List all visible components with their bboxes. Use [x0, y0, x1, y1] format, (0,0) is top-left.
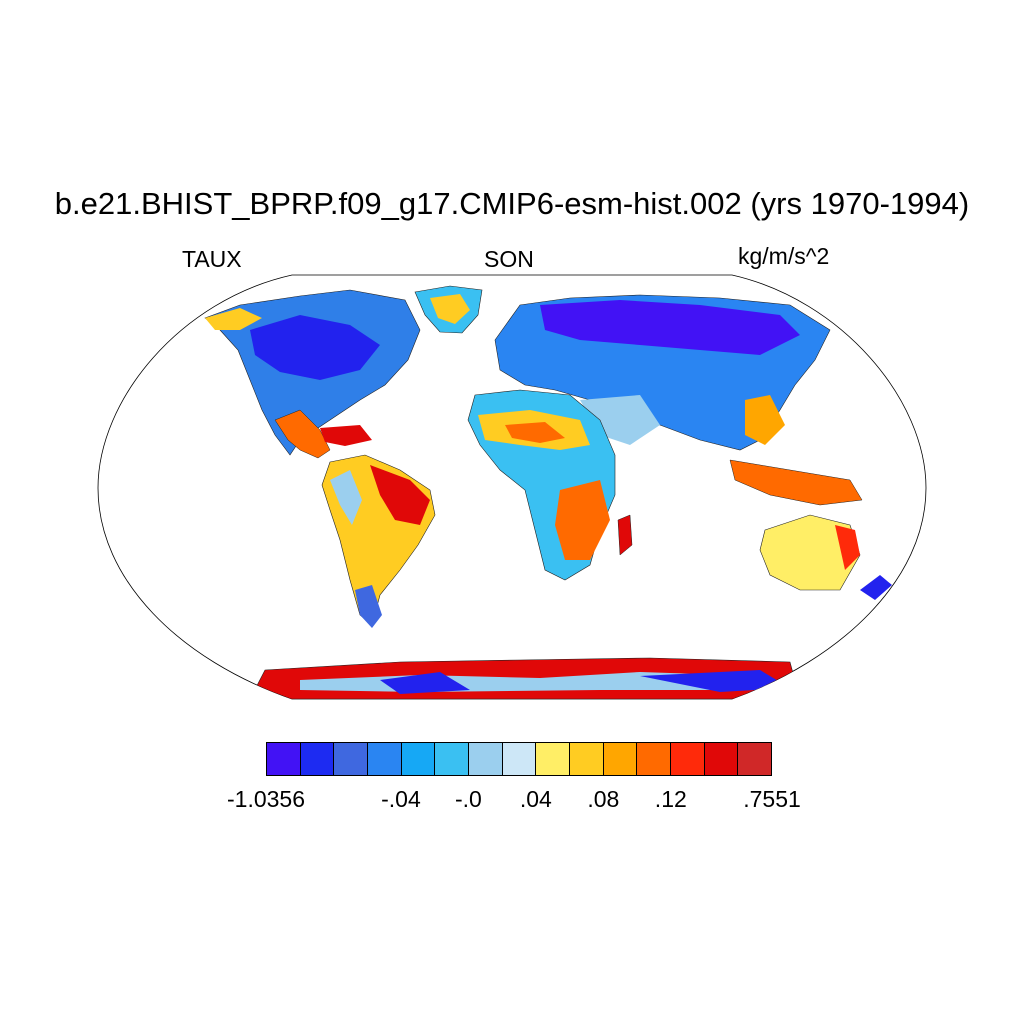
plot-title: b.e21.BHIST_BPRP.f09_g17.CMIP6-esm-hist.…	[54, 186, 970, 221]
australia-landmass	[759, 514, 861, 591]
andes-blue	[330, 470, 362, 525]
colorbar-box	[535, 742, 571, 776]
caribbean-islands	[320, 425, 372, 446]
colorbar-box	[703, 742, 739, 776]
sahel-core	[505, 422, 565, 443]
colorbar-box	[434, 742, 470, 776]
colorbar-tick-label: .12	[654, 786, 687, 812]
colorbar-box	[333, 742, 369, 776]
new-zealand-landmass	[860, 575, 892, 600]
colorbar-box	[636, 742, 672, 776]
variable-label: TAUX	[182, 246, 242, 272]
colorbar-box	[400, 742, 436, 776]
colorbar-tick-label: .04	[519, 786, 552, 812]
east-asia-coast	[745, 395, 785, 445]
amazon-strong	[370, 465, 430, 525]
colorbar-box	[569, 742, 604, 776]
colorbar	[266, 742, 773, 776]
greenland-core	[430, 294, 470, 324]
southeast-asia-islands	[729, 459, 863, 506]
colorbar-box	[299, 742, 335, 776]
madagascar-landmass	[617, 514, 633, 556]
alaska-region	[205, 308, 262, 330]
colorbar-box	[468, 742, 503, 776]
north-america-strong-west	[250, 315, 380, 380]
colorbar-tick-label: .08	[587, 786, 620, 812]
colorbar-box	[266, 742, 301, 776]
southern-africa-hot	[555, 480, 610, 560]
season-label: SON	[484, 246, 534, 272]
colorbar-box	[501, 742, 537, 776]
colorbar-tick-label: -.04	[381, 786, 421, 812]
units-label: kg/m/s^2	[738, 243, 830, 269]
antarctica-east-blue	[640, 670, 790, 692]
colorbar-tick-label: -.0	[454, 786, 482, 812]
siberia-strong	[540, 300, 800, 355]
colorbar-box	[737, 742, 773, 776]
colorbar-tick-label: -1.0356	[226, 786, 306, 812]
colorbar-box	[367, 742, 402, 776]
patagonia-blue	[355, 585, 382, 628]
colorbar-box	[670, 742, 705, 776]
australia-east-coast	[835, 525, 860, 570]
antarctica-deep-blue	[380, 672, 470, 694]
mexico-central-america	[274, 409, 331, 459]
colorbar-tick-label: .7551	[743, 786, 801, 812]
colorbar-box	[602, 742, 638, 776]
